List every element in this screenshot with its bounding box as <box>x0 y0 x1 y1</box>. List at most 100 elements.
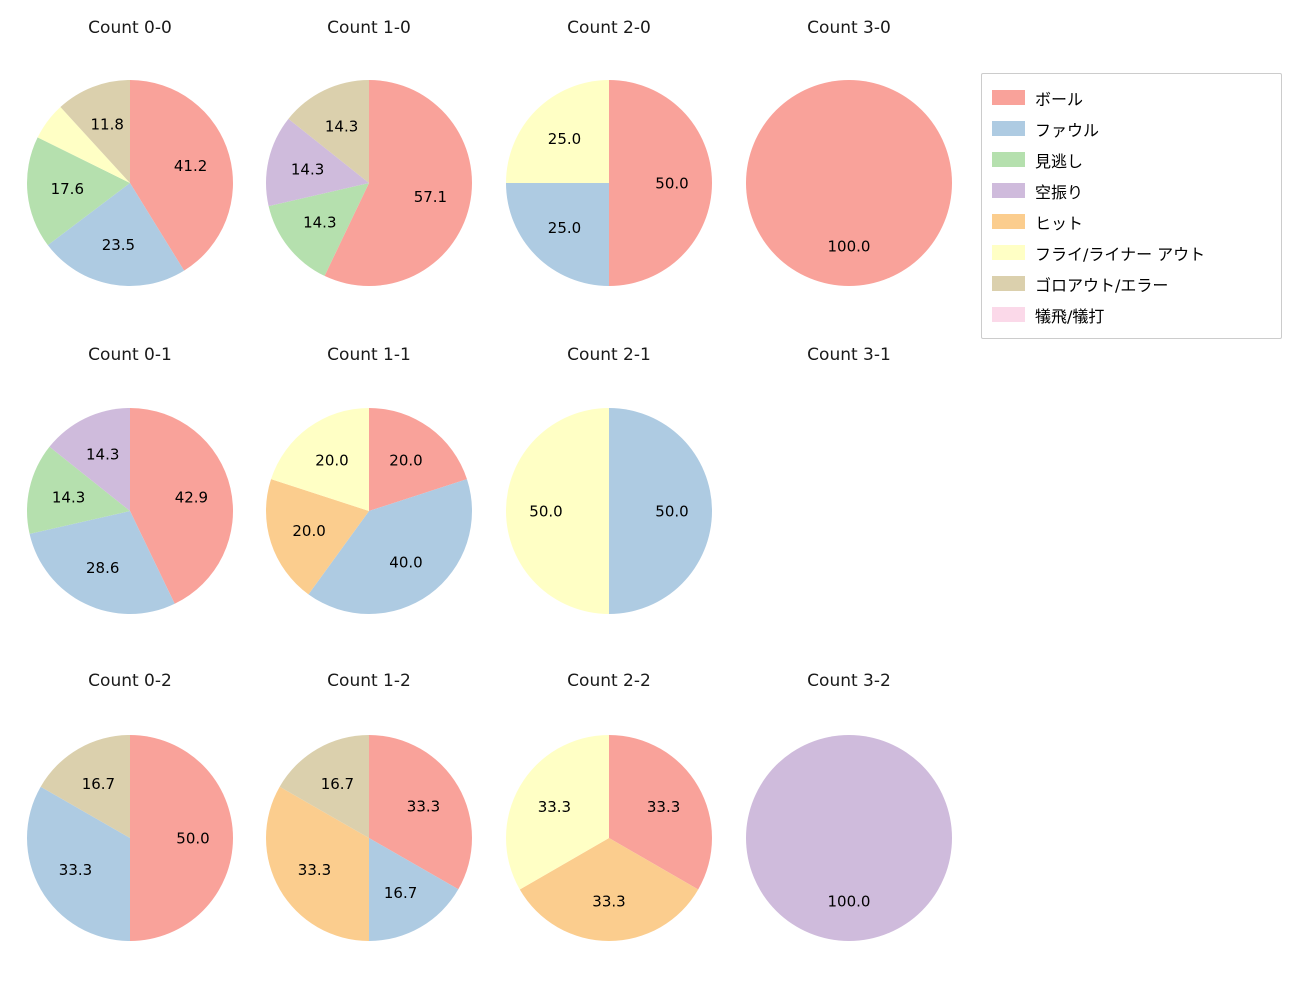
pie-slice <box>130 735 233 941</box>
slice-label: 25.0 <box>548 219 581 237</box>
slice-label: 14.3 <box>52 488 85 506</box>
pie-slice <box>49 408 130 511</box>
slice-label: 14.3 <box>303 214 336 232</box>
slice-label: 28.6 <box>86 559 119 577</box>
chart-title: Count 3-0 <box>807 18 891 38</box>
legend-swatch <box>992 245 1025 260</box>
pie-slice <box>47 183 185 286</box>
pie-slice <box>37 107 130 183</box>
legend-item: ヒット <box>992 206 1269 237</box>
pie-slice <box>279 735 369 838</box>
slice-label: 17.6 <box>51 180 84 198</box>
pie-slice <box>29 511 175 615</box>
slice-label: 20.0 <box>389 451 422 469</box>
legend-item: 空振り <box>992 175 1269 206</box>
chart-title: Count 0-1 <box>88 345 172 365</box>
pie-slice <box>60 80 130 183</box>
chart-title: Count 2-0 <box>567 18 651 38</box>
slice-label: 16.7 <box>321 775 354 793</box>
legend-label: ヒット <box>1035 213 1084 233</box>
legend-swatch <box>992 152 1025 167</box>
pie-slice <box>288 80 369 183</box>
chart-title: Count 1-0 <box>327 18 411 38</box>
slice-label: 33.3 <box>647 798 680 816</box>
pie-slice <box>506 183 609 286</box>
pie-slice <box>609 735 712 890</box>
slice-label: 40.0 <box>389 553 422 571</box>
pie-slice <box>609 80 712 286</box>
legend-label: 犠飛/犠打 <box>1035 306 1105 326</box>
legend: ボールファウル見逃し空振りヒットフライ/ライナー アウト ゴロアウト/エラー 犠飛/… <box>981 73 1282 339</box>
pie-slice <box>308 479 473 615</box>
legend-item: ゴロアウト/エラー <box>992 268 1269 299</box>
pie-slice <box>506 735 609 890</box>
pie-slice <box>369 838 459 941</box>
slice-label: 25.0 <box>548 130 581 148</box>
slice-label: 50.0 <box>176 829 209 847</box>
pie-chart: 100.0 <box>746 735 952 941</box>
legend-label: 空振り <box>1035 182 1084 202</box>
slice-label: 50.0 <box>655 174 688 192</box>
legend-label: ゴロアウト/エラー <box>1035 275 1169 295</box>
chart-title: Count 2-2 <box>567 671 651 691</box>
slice-label: 14.3 <box>325 118 358 136</box>
pie-slice <box>265 118 369 207</box>
chart-title: Count 0-0 <box>88 18 172 38</box>
pie-chart: 33.3 16.7 33.3 16.7 <box>266 735 472 941</box>
pie-chart: 50.0 25.0 25.0 <box>506 80 712 286</box>
pie-slice <box>27 786 131 941</box>
slice-label: 50.0 <box>655 502 688 520</box>
pie-slice <box>130 408 234 604</box>
pie-slice <box>746 80 952 286</box>
chart-title: Count 2-1 <box>567 345 651 365</box>
legend-label: フライ/ライナー アウト <box>1035 244 1206 264</box>
pie-slice <box>40 735 130 838</box>
pie-chart: 50.0 33.3 16.7 <box>27 735 233 941</box>
legend-label: 見逃し <box>1035 151 1084 171</box>
slice-label: 33.3 <box>538 798 571 816</box>
legend-swatch <box>992 90 1025 105</box>
pie-slice <box>324 80 472 286</box>
legend-label: ファウル <box>1035 120 1100 140</box>
legend-item: 犠飛/犠打 <box>992 299 1269 330</box>
chart-title: Count 0-2 <box>88 671 172 691</box>
pie-slice <box>265 479 369 595</box>
slice-label: 23.5 <box>102 236 135 254</box>
pie-slice <box>266 786 369 941</box>
slice-label: 41.2 <box>174 157 207 175</box>
pie-chart: 100.0 <box>746 80 952 286</box>
slice-label: 50.0 <box>529 502 562 520</box>
chart-title: Count 1-1 <box>327 345 411 365</box>
pie-chart: 57.1 14.3 14.3 14.3 <box>265 80 472 286</box>
legend-swatch <box>992 121 1025 136</box>
pie-slice <box>26 446 130 534</box>
legend-swatch <box>992 276 1025 291</box>
pie-slice <box>506 408 609 614</box>
pie-slice <box>506 80 609 183</box>
legend-swatch <box>992 183 1025 198</box>
legend-swatch <box>992 214 1025 229</box>
slice-label: 20.0 <box>315 451 348 469</box>
slice-label: 33.3 <box>592 892 625 910</box>
slice-label: 100.0 <box>828 237 871 255</box>
slice-label: 20.0 <box>292 522 325 540</box>
slice-label: 11.8 <box>90 116 123 134</box>
legend-item: 見逃し <box>992 144 1269 175</box>
pie-slice <box>271 408 369 511</box>
slice-label: 16.7 <box>82 775 115 793</box>
slice-label: 42.9 <box>175 488 208 506</box>
pie-chart: 33.3 33.3 33.3 <box>506 735 712 941</box>
pie-chart: 42.9 28.6 14.3 14.3 <box>26 408 234 615</box>
slice-label: 100.0 <box>828 892 871 910</box>
legend-item: フライ/ライナー アウト <box>992 237 1269 268</box>
pie-slice <box>27 137 130 246</box>
slice-label: 14.3 <box>86 445 119 463</box>
pie-slice <box>369 408 467 511</box>
slice-label: 33.3 <box>407 798 440 816</box>
legend-item: ボール <box>992 82 1269 113</box>
legend-item: ファウル <box>992 113 1269 144</box>
legend-swatch <box>992 307 1025 322</box>
pie-slice <box>746 735 952 941</box>
pie-slice <box>369 735 472 890</box>
slice-label: 57.1 <box>414 188 447 206</box>
